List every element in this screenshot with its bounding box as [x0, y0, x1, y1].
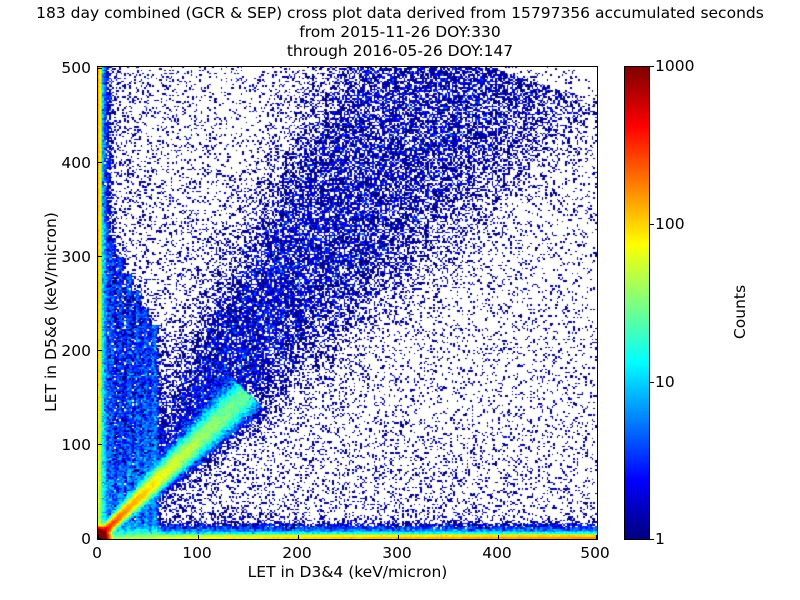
x-tick-200: [298, 535, 299, 539]
colorbar: [624, 66, 650, 540]
colorbar-ticklabel-1000: 1000: [655, 57, 695, 75]
y-ticklabel-400: 400: [61, 154, 91, 172]
y-tick-200: [98, 350, 102, 351]
y-tick-500: [98, 68, 102, 69]
colorbar-ticklabel-10: 10: [655, 373, 675, 391]
x-tick-300: [398, 535, 399, 539]
y-tick-0: [98, 538, 102, 539]
plot-title: 183 day combined (GCR & SEP) cross plot …: [0, 4, 800, 61]
colorbar-tick-100: [650, 224, 654, 225]
colorbar-ticklabel-100: 100: [655, 215, 685, 233]
y-ticklabel-300: 300: [61, 248, 91, 266]
scatter-heatmap: [98, 67, 597, 539]
y-ticklabel-500: 500: [61, 59, 91, 77]
y-tick-300: [98, 256, 102, 257]
y-ticklabel-100: 100: [61, 436, 91, 454]
x-ticklabel-200: 200: [282, 544, 312, 562]
colorbar-label: Counts: [731, 284, 749, 340]
colorbar-ticklabel-1: 1: [655, 530, 665, 548]
colorbar-tick-1: [650, 539, 654, 540]
plot-title-line-1: 183 day combined (GCR & SEP) cross plot …: [36, 4, 764, 22]
plot-axes: [97, 66, 598, 540]
x-axis-label: LET in D3&4 (keV/micron): [247, 563, 448, 581]
colorbar-tick-1000: [650, 66, 654, 67]
y-tick-400: [98, 162, 102, 163]
x-ticklabel-0: 0: [92, 544, 102, 562]
x-ticklabel-400: 400: [482, 544, 512, 562]
y-ticklabel-0: 0: [81, 530, 91, 548]
plot-title-line-2: from 2015-11-26 DOY:330: [299, 23, 501, 41]
x-ticklabel-500: 500: [580, 544, 610, 562]
x-ticklabel-100: 100: [182, 544, 212, 562]
plot-title-line-3: through 2016-05-26 DOY:147: [286, 42, 514, 60]
x-tick-400: [498, 535, 499, 539]
colorbar-gradient: [625, 67, 649, 539]
x-tick-500: [596, 535, 597, 539]
colorbar-tick-10: [650, 382, 654, 383]
y-axis-label: LET in D5&6 (keV/micron): [42, 212, 60, 412]
x-tick-0: [98, 535, 99, 539]
x-tick-100: [198, 535, 199, 539]
x-ticklabel-300: 300: [382, 544, 412, 562]
y-ticklabel-200: 200: [61, 342, 91, 360]
y-tick-100: [98, 444, 102, 445]
